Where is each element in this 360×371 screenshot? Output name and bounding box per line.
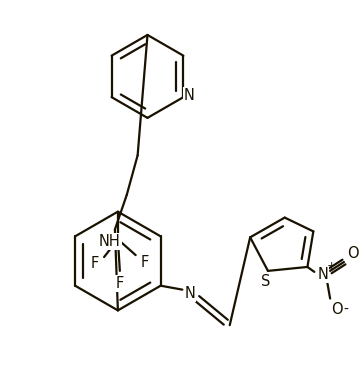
Text: O: O [347, 246, 359, 260]
Text: -: - [343, 302, 348, 316]
Text: F: F [140, 255, 149, 269]
Text: N: N [185, 286, 196, 301]
Text: N: N [318, 267, 329, 282]
Text: O: O [331, 302, 343, 317]
Text: +: + [327, 261, 336, 271]
Text: NH: NH [99, 234, 121, 249]
Text: N: N [184, 88, 195, 103]
Text: S: S [261, 274, 271, 289]
Text: F: F [91, 256, 99, 272]
Text: F: F [116, 276, 124, 291]
